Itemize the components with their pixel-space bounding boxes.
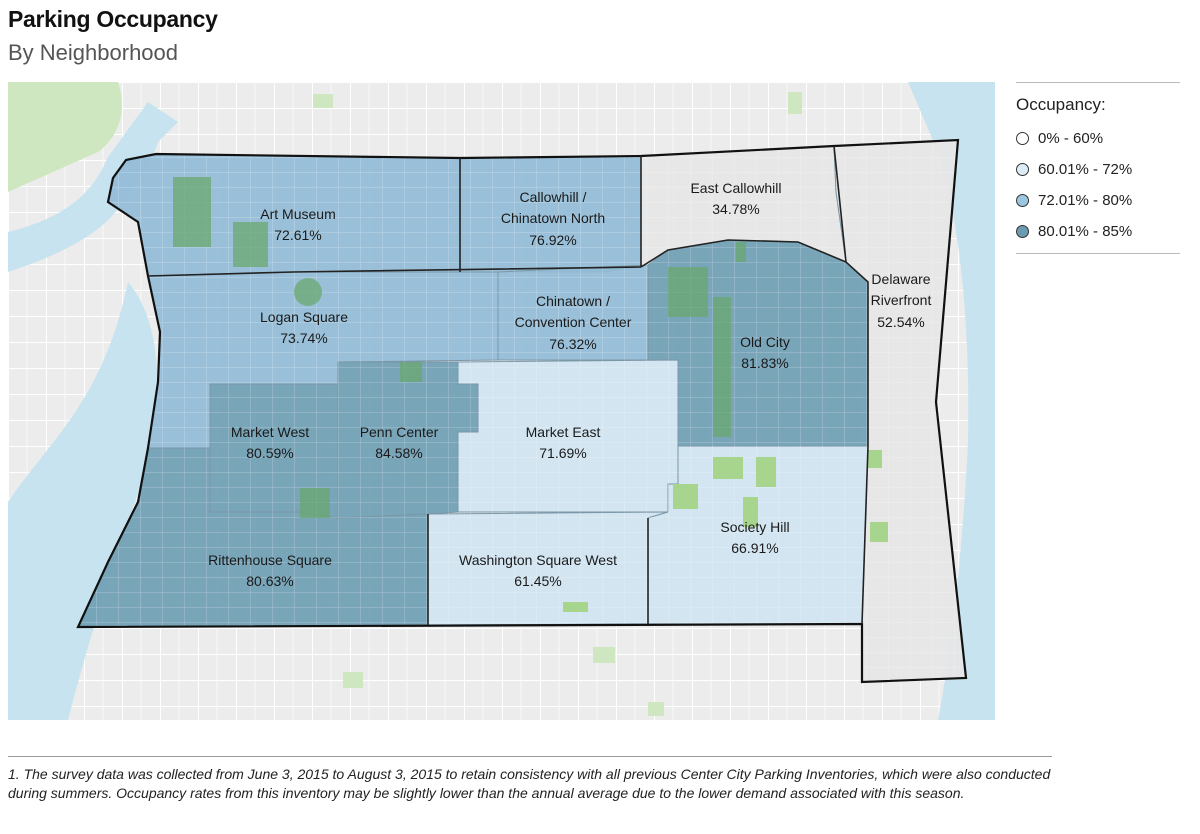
legend-item: 72.01% - 80% bbox=[1016, 185, 1180, 216]
label-market-west: Market West bbox=[231, 424, 309, 440]
label-east-callowhill: East Callowhill bbox=[690, 180, 781, 196]
legend-label: 0% - 60% bbox=[1038, 130, 1104, 147]
park bbox=[593, 647, 615, 663]
value-penn-center: 84.58% bbox=[375, 445, 422, 461]
legend-swatch-icon bbox=[1016, 132, 1029, 145]
legend-bottom-divider bbox=[1016, 253, 1180, 254]
park bbox=[313, 94, 333, 108]
label-washington-square-west: Washington Square West bbox=[459, 552, 617, 568]
neighborhood-labels: Art Museum 72.61% Callowhill / Chinatown… bbox=[208, 180, 931, 589]
label-rittenhouse: Rittenhouse Square bbox=[208, 552, 332, 568]
value-washington-square-west: 61.45% bbox=[514, 573, 561, 589]
value-logan-square: 73.74% bbox=[280, 330, 327, 346]
center-city-boundary bbox=[76, 138, 968, 684]
page-title: Parking Occupancy bbox=[8, 6, 218, 32]
park bbox=[788, 92, 802, 114]
value-delaware: 52.54% bbox=[877, 314, 924, 330]
label-chinatown-1: Chinatown / bbox=[536, 293, 610, 309]
occupancy-map: Art Museum 72.61% Callowhill / Chinatown… bbox=[8, 82, 995, 720]
label-art-museum: Art Museum bbox=[260, 206, 335, 222]
legend-top-divider bbox=[1016, 82, 1180, 83]
label-logan-square: Logan Square bbox=[260, 309, 348, 325]
value-rittenhouse: 80.63% bbox=[246, 573, 293, 589]
label-callowhill-2: Chinatown North bbox=[501, 210, 605, 226]
park bbox=[343, 672, 363, 688]
label-old-city: Old City bbox=[740, 334, 790, 350]
street-grid-overlay bbox=[78, 140, 966, 682]
value-art-museum: 72.61% bbox=[274, 227, 321, 243]
legend-swatch-icon bbox=[1016, 225, 1029, 238]
label-penn-center: Penn Center bbox=[360, 424, 439, 440]
park bbox=[648, 702, 664, 716]
label-market-east: Market East bbox=[526, 424, 601, 440]
parks-inside bbox=[173, 177, 746, 518]
schuylkill-river-south bbox=[8, 282, 158, 720]
west-bank-park bbox=[8, 82, 122, 192]
legend-label: 60.01% - 72% bbox=[1038, 161, 1133, 178]
legend-label: 72.01% - 80% bbox=[1038, 192, 1133, 209]
value-market-west: 80.59% bbox=[246, 445, 293, 461]
footnote: 1. The survey data was collected from Ju… bbox=[8, 756, 1052, 803]
page-subtitle: By Neighborhood bbox=[8, 40, 179, 65]
parks-light bbox=[563, 450, 888, 612]
legend-swatch-icon bbox=[1016, 194, 1029, 207]
label-callowhill-1: Callowhill / bbox=[520, 189, 587, 205]
value-society-hill: 66.91% bbox=[731, 540, 778, 556]
legend: Occupancy: 0% - 60% 60.01% - 72% 72.01% … bbox=[1016, 82, 1180, 254]
value-market-east: 71.69% bbox=[539, 445, 586, 461]
value-east-callowhill: 34.78% bbox=[712, 201, 759, 217]
district-dividers bbox=[147, 145, 869, 625]
legend-label: 80.01% - 85% bbox=[1038, 223, 1133, 240]
label-delaware-2: Riverfront bbox=[871, 292, 932, 308]
value-old-city: 81.83% bbox=[741, 355, 788, 371]
legend-item: 80.01% - 85% bbox=[1016, 216, 1180, 247]
legend-title: Occupancy: bbox=[1016, 95, 1106, 114]
label-chinatown-2: Convention Center bbox=[515, 314, 632, 330]
value-chinatown: 76.32% bbox=[549, 336, 596, 352]
legend-swatch-icon bbox=[1016, 163, 1029, 176]
delaware-river bbox=[908, 82, 995, 720]
label-delaware-1: Delaware bbox=[871, 271, 930, 287]
schuylkill-river bbox=[8, 102, 178, 272]
legend-item: 0% - 60% bbox=[1016, 123, 1180, 154]
value-callowhill: 76.92% bbox=[529, 232, 576, 248]
legend-item: 60.01% - 72% bbox=[1016, 154, 1180, 185]
label-society-hill: Society Hill bbox=[720, 519, 789, 535]
